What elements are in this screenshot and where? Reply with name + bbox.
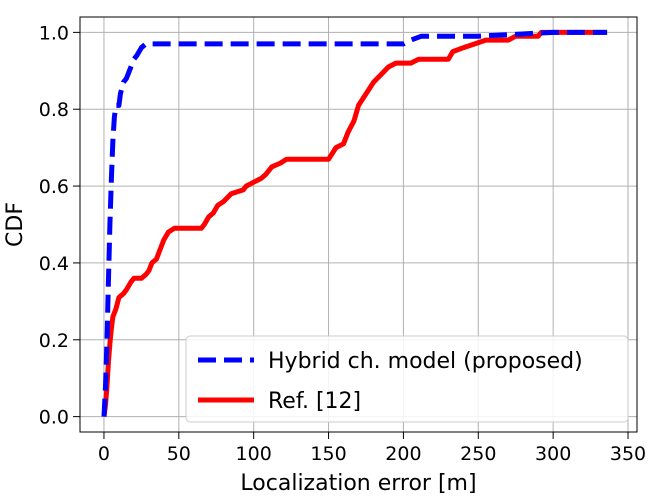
x-tick-label: 50	[167, 443, 191, 465]
legend-label-ref: Ref. [12]	[268, 389, 361, 414]
x-tick-label: 300	[535, 443, 571, 465]
y-axis-title: CDF	[3, 202, 28, 247]
x-tick-label: 150	[310, 443, 346, 465]
x-tick-label: 350	[610, 443, 646, 465]
series-line-hybrid	[101, 29, 608, 417]
legend: Hybrid ch. model (proposed) Ref. [12]	[185, 335, 629, 423]
y-tick-label: 0.0	[39, 407, 69, 429]
legend-box	[185, 335, 629, 423]
x-tick-label: 0	[98, 443, 110, 465]
y-tick-label: 0.4	[39, 253, 69, 275]
legend-label-hybrid: Hybrid ch. model (proposed)	[268, 349, 583, 374]
series-group	[101, 29, 608, 417]
series-line-ref	[101, 29, 608, 417]
x-axis-title: Localization error [m]	[240, 471, 476, 496]
plot-frame	[79, 16, 638, 433]
x-tick-label: 250	[460, 443, 496, 465]
ticks: 0 50 100 150 200 250 300 350 0.0 0.2 0.4 0.6 0.8 1.0	[39, 22, 646, 465]
x-tick-label: 100	[236, 443, 272, 465]
x-tick-label: 200	[385, 443, 421, 465]
y-tick-label: 0.6	[39, 176, 69, 198]
y-tick-label: 0.2	[39, 330, 69, 352]
y-tick-label: 0.8	[39, 99, 69, 121]
y-tick-label: 1.0	[39, 22, 69, 44]
